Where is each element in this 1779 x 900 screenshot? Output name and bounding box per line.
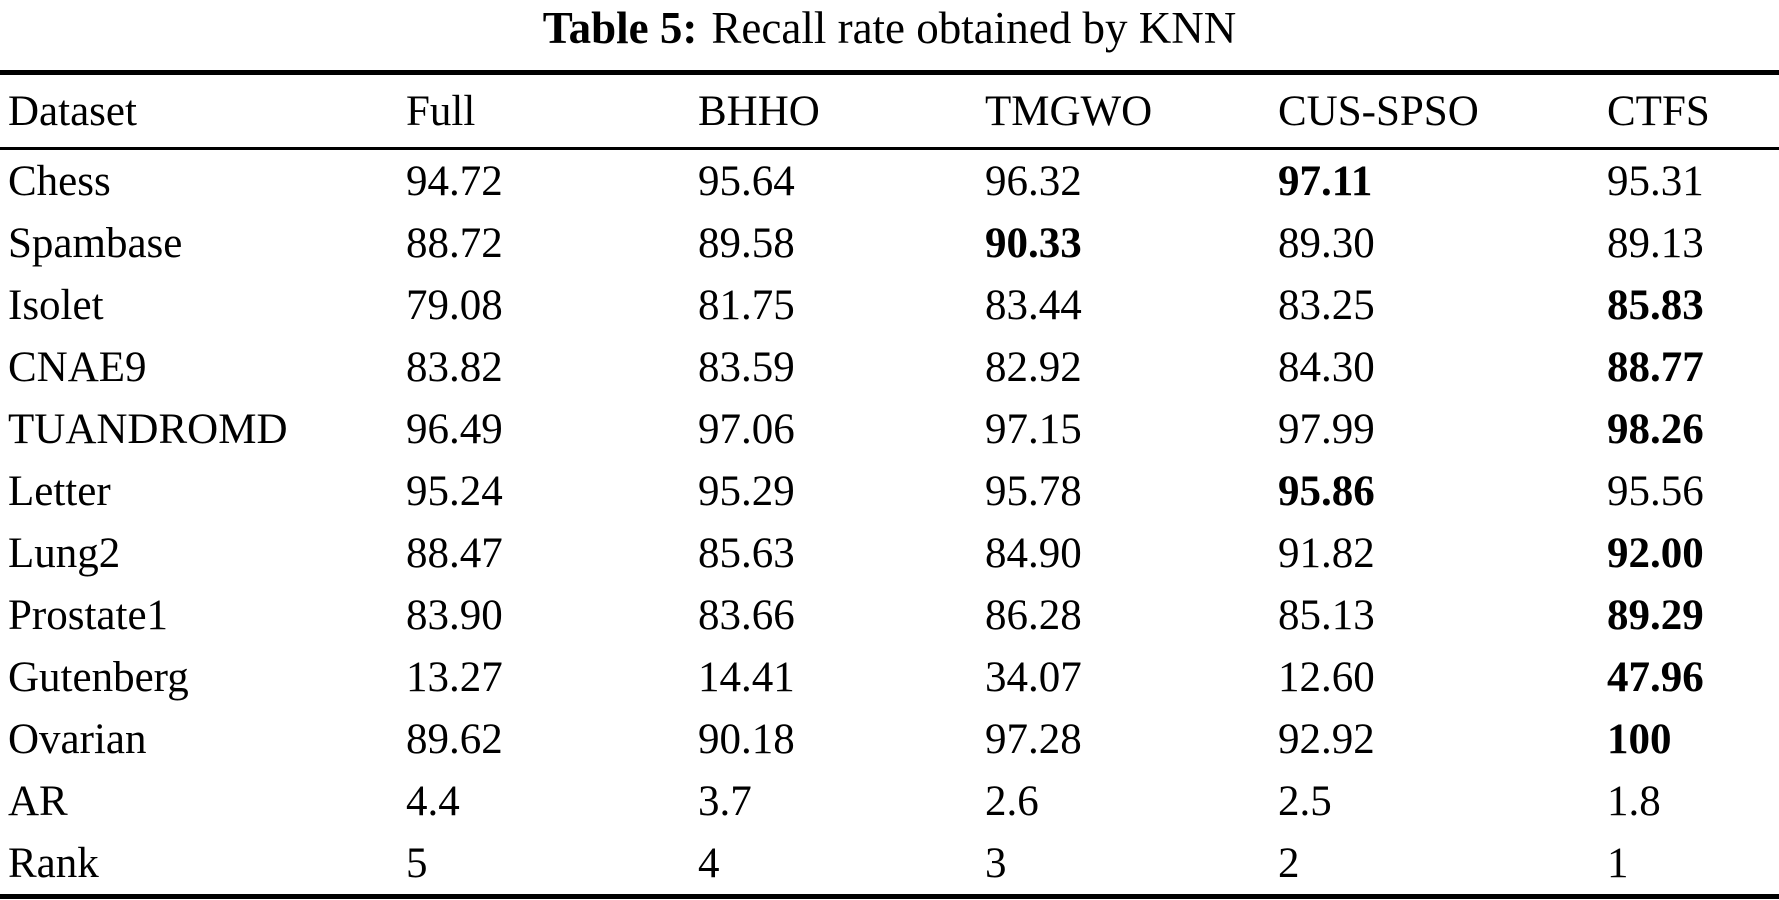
value-cell: 2.5 xyxy=(1278,777,1332,825)
value-cell: 1.8 xyxy=(1607,777,1661,825)
dataset-cell: Isolet xyxy=(8,281,104,329)
dataset-cell: Rank xyxy=(8,839,99,887)
dataset-cell: Lung2 xyxy=(8,529,121,577)
dataset-cell: Chess xyxy=(8,157,111,205)
table-row: AR 4.4 3.7 2.6 2.5 1.8 xyxy=(0,770,1779,832)
value-cell: 92.00 xyxy=(1607,529,1704,577)
table-row: Chess 94.72 95.64 96.32 97.11 95.31 xyxy=(0,149,1779,213)
value-cell: 79.08 xyxy=(406,281,503,329)
value-cell: 97.28 xyxy=(985,715,1082,763)
table-row: Ovarian 89.62 90.18 97.28 92.92 100 xyxy=(0,708,1779,770)
dataset-cell: Ovarian xyxy=(8,715,147,763)
table-row: Gutenberg 13.27 14.41 34.07 12.60 47.96 xyxy=(0,646,1779,708)
table-row: Prostate1 83.90 83.66 86.28 85.13 89.29 xyxy=(0,584,1779,646)
dataset-cell: Gutenberg xyxy=(8,653,189,701)
value-cell: 83.59 xyxy=(698,343,795,391)
value-cell: 83.44 xyxy=(985,281,1082,329)
value-cell: 85.63 xyxy=(698,529,795,577)
value-cell: 83.90 xyxy=(406,591,503,639)
value-cell: 81.75 xyxy=(698,281,795,329)
value-cell: 85.13 xyxy=(1278,591,1375,639)
table-row: Rank 5 4 3 2 1 xyxy=(0,832,1779,897)
value-cell: 95.64 xyxy=(698,157,795,205)
value-cell: 95.29 xyxy=(698,467,795,515)
header-row: Dataset Full BHHO TMGWO CUS-SPSO CTFS xyxy=(0,73,1779,149)
dataset-cell: TUANDROMD xyxy=(8,405,288,453)
value-cell: 1 xyxy=(1607,839,1629,887)
value-cell: 100 xyxy=(1607,715,1672,763)
value-cell: 14.41 xyxy=(698,653,795,701)
value-cell: 96.49 xyxy=(406,405,503,453)
value-cell: 47.96 xyxy=(1607,653,1704,701)
value-cell: 90.18 xyxy=(698,715,795,763)
value-cell: 95.31 xyxy=(1607,157,1704,205)
value-cell: 86.28 xyxy=(985,591,1082,639)
table-row: TUANDROMD 96.49 97.06 97.15 97.99 98.26 xyxy=(0,398,1779,460)
value-cell: 3 xyxy=(985,839,1007,887)
value-cell: 95.78 xyxy=(985,467,1082,515)
table-row: CNAE9 83.82 83.59 82.92 84.30 88.77 xyxy=(0,336,1779,398)
value-cell: 97.99 xyxy=(1278,405,1375,453)
value-cell: 95.24 xyxy=(406,467,503,515)
column-header-full: Full xyxy=(406,87,476,135)
value-cell: 89.13 xyxy=(1607,219,1704,267)
value-cell: 96.32 xyxy=(985,157,1082,205)
value-cell: 82.92 xyxy=(985,343,1082,391)
value-cell: 12.60 xyxy=(1278,653,1375,701)
recall-rate-table: Dataset Full BHHO TMGWO CUS-SPSO CTFS Chess 94… xyxy=(0,70,1779,899)
table-row: Isolet 79.08 81.75 83.44 83.25 85.83 xyxy=(0,274,1779,336)
value-cell: 88.72 xyxy=(406,219,503,267)
table-caption-label: Table 5: xyxy=(542,3,698,53)
value-cell: 2.6 xyxy=(985,777,1039,825)
value-cell: 94.72 xyxy=(406,157,503,205)
value-cell: 84.90 xyxy=(985,529,1082,577)
value-cell: 2 xyxy=(1278,839,1300,887)
value-cell: 89.58 xyxy=(698,219,795,267)
value-cell: 89.62 xyxy=(406,715,503,763)
value-cell: 3.7 xyxy=(698,777,752,825)
dataset-cell: AR xyxy=(8,777,68,825)
value-cell: 89.29 xyxy=(1607,591,1704,639)
value-cell: 98.26 xyxy=(1607,405,1704,453)
table-caption-text: Recall rate obtained by KNN xyxy=(711,3,1237,53)
value-cell: 95.56 xyxy=(1607,467,1704,515)
value-cell: 34.07 xyxy=(985,653,1082,701)
value-cell: 5 xyxy=(406,839,428,887)
table-caption: Table 5: Recall rate obtained by KNN xyxy=(0,0,1779,54)
value-cell: 83.66 xyxy=(698,591,795,639)
value-cell: 83.82 xyxy=(406,343,503,391)
value-cell: 4 xyxy=(698,839,720,887)
table-row: Spambase 88.72 89.58 90.33 89.30 89.13 xyxy=(0,212,1779,274)
value-cell: 97.06 xyxy=(698,405,795,453)
value-cell: 88.77 xyxy=(1607,343,1704,391)
column-header-tmgwo: TMGWO xyxy=(985,87,1153,135)
dataset-cell: Letter xyxy=(8,467,111,515)
dataset-cell: Prostate1 xyxy=(8,591,169,639)
value-cell: 92.92 xyxy=(1278,715,1375,763)
value-cell: 85.83 xyxy=(1607,281,1704,329)
value-cell: 83.25 xyxy=(1278,281,1375,329)
dataset-cell: Spambase xyxy=(8,219,183,267)
column-header-dataset: Dataset xyxy=(8,87,137,135)
value-cell: 97.11 xyxy=(1278,157,1373,205)
value-cell: 13.27 xyxy=(406,653,503,701)
value-cell: 95.86 xyxy=(1278,467,1375,515)
column-header-cus-spso: CUS-SPSO xyxy=(1278,87,1479,135)
value-cell: 88.47 xyxy=(406,529,503,577)
value-cell: 97.15 xyxy=(985,405,1082,453)
table-row: Lung2 88.47 85.63 84.90 91.82 92.00 xyxy=(0,522,1779,584)
value-cell: 90.33 xyxy=(985,219,1082,267)
column-header-ctfs: CTFS xyxy=(1607,87,1710,135)
value-cell: 4.4 xyxy=(406,777,460,825)
value-cell: 91.82 xyxy=(1278,529,1375,577)
value-cell: 84.30 xyxy=(1278,343,1375,391)
value-cell: 89.30 xyxy=(1278,219,1375,267)
table-row: Letter 95.24 95.29 95.78 95.86 95.56 xyxy=(0,460,1779,522)
dataset-cell: CNAE9 xyxy=(8,343,147,391)
column-header-bhho: BHHO xyxy=(698,87,820,135)
